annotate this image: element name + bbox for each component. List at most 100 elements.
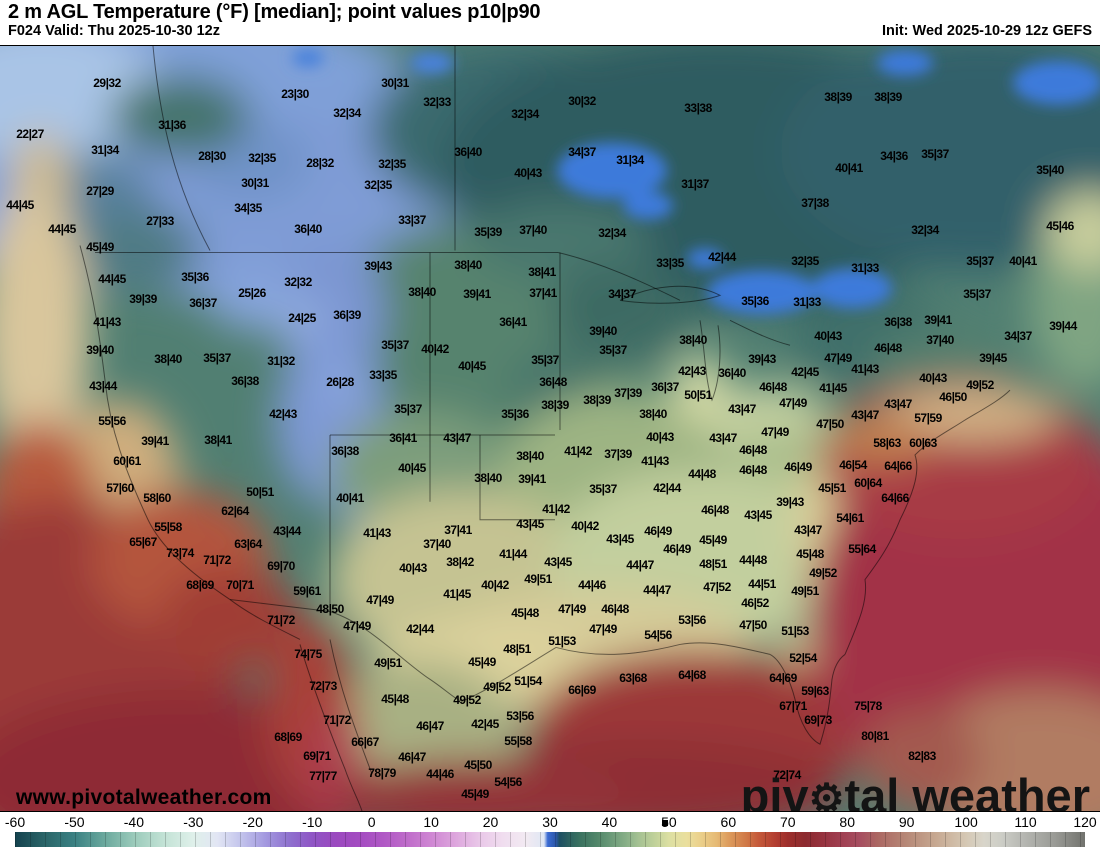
point-value: 31|34 [91, 143, 119, 157]
point-value: 77|77 [309, 769, 337, 783]
point-value: 41|42 [542, 502, 570, 516]
point-value: 39|45 [979, 351, 1007, 365]
point-value: 37|40 [423, 537, 451, 551]
point-value: 43|45 [516, 517, 544, 531]
point-value: 33|35 [656, 256, 684, 270]
point-value: 40|43 [514, 166, 542, 180]
colorbar-tick: -60 [4, 814, 26, 830]
point-value: 60|64 [854, 476, 882, 490]
colorbar-tick: 100 [954, 814, 978, 830]
point-value: 38|39 [874, 90, 902, 104]
point-value: 38|39 [824, 90, 852, 104]
point-value: 69|70 [267, 559, 295, 573]
point-value: 35|37 [381, 338, 409, 352]
point-value: 36|40 [718, 366, 746, 380]
point-value: 45|49 [699, 533, 727, 547]
point-value: 35|37 [589, 482, 617, 496]
temperature-field [0, 46, 1100, 811]
point-value: 30|32 [568, 94, 596, 108]
point-value: 45|48 [796, 547, 824, 561]
point-value: 34|37 [568, 145, 596, 159]
point-value: 40|45 [398, 461, 426, 475]
point-value: 37|40 [519, 223, 547, 237]
point-value: 57|59 [914, 411, 942, 425]
point-value: 68|69 [186, 578, 214, 592]
point-value: 36|37 [189, 296, 217, 310]
point-value: 42|44 [708, 250, 736, 264]
point-value: 47|49 [761, 425, 789, 439]
point-value: 60|61 [113, 454, 141, 468]
point-value: 58|60 [143, 491, 171, 505]
point-value: 38|42 [446, 555, 474, 569]
point-value: 22|27 [16, 127, 44, 141]
point-value: 47|49 [558, 602, 586, 616]
point-value: 48|50 [316, 602, 344, 616]
point-value: 31|32 [267, 354, 295, 368]
point-value: 46|48 [739, 463, 767, 477]
point-value: 52|54 [789, 651, 817, 665]
point-value: 46|49 [784, 460, 812, 474]
point-value: 37|39 [614, 386, 642, 400]
point-value: 26|28 [326, 375, 354, 389]
point-value: 34|35 [234, 201, 262, 215]
point-value: 35|37 [203, 351, 231, 365]
colorbar-tick: -30 [183, 814, 204, 830]
point-value: 60|63 [909, 436, 937, 450]
point-value: 35|37 [921, 147, 949, 161]
point-value: 47|50 [739, 618, 767, 632]
point-value: 47|49 [343, 619, 371, 633]
point-value: 30|31 [381, 76, 409, 90]
point-value: 35|37 [963, 287, 991, 301]
point-value: 41|43 [851, 362, 879, 376]
point-value: 45|49 [86, 240, 114, 254]
point-value: 43|47 [709, 431, 737, 445]
temperature-shading [0, 46, 1100, 811]
point-value: 43|47 [794, 523, 822, 537]
map-canvas: 29|32 23|30 30|31 32|33 32|34 32|34 31|36 22|27… [0, 45, 1100, 812]
point-value: 36|38 [884, 315, 912, 329]
point-value: 38|41 [528, 265, 556, 279]
point-value: 48|51 [699, 557, 727, 571]
point-value: 35|37 [531, 353, 559, 367]
point-value: 80|81 [861, 729, 889, 743]
point-value: 49|51 [524, 572, 552, 586]
point-value: 31|33 [793, 295, 821, 309]
point-value: 41|43 [93, 315, 121, 329]
point-value: 42|44 [653, 481, 681, 495]
point-value: 69|73 [804, 713, 832, 727]
point-value: 35|37 [394, 402, 422, 416]
point-value: 64|68 [678, 668, 706, 682]
point-value: 44|46 [426, 767, 454, 781]
point-value: 44|45 [48, 222, 76, 236]
point-value: 64|66 [884, 459, 912, 473]
point-value: 32|32 [284, 275, 312, 289]
point-value: 49|52 [483, 680, 511, 694]
point-value: 45|49 [461, 787, 489, 801]
point-value: 42|43 [269, 407, 297, 421]
point-value: 40|42 [571, 519, 599, 533]
point-value: 55|58 [154, 520, 182, 534]
point-value: 50|51 [246, 485, 274, 499]
point-value: 42|43 [678, 364, 706, 378]
point-value: 41|43 [641, 454, 669, 468]
point-value: 39|40 [589, 324, 617, 338]
colorbar-tick: 20 [482, 814, 499, 830]
point-value: 32|33 [423, 95, 451, 109]
colorbar-tick: 70 [779, 814, 796, 830]
colorbar-tick: 40 [601, 814, 618, 830]
point-value: 39|41 [518, 472, 546, 486]
point-value: 47|49 [779, 396, 807, 410]
point-value: 71|72 [267, 613, 295, 627]
point-value: 66|69 [568, 683, 596, 697]
point-value: 55|56 [98, 414, 126, 428]
point-value: 36|41 [499, 315, 527, 329]
point-value: 39|41 [463, 287, 491, 301]
point-value: 45|49 [468, 655, 496, 669]
point-value: 32|35 [248, 151, 276, 165]
point-value: 38|39 [541, 398, 569, 412]
point-value: 43|44 [89, 379, 117, 393]
point-value: 33|35 [369, 368, 397, 382]
point-value: 51|53 [548, 634, 576, 648]
point-value: 74|75 [294, 647, 322, 661]
point-value: 42|44 [406, 622, 434, 636]
